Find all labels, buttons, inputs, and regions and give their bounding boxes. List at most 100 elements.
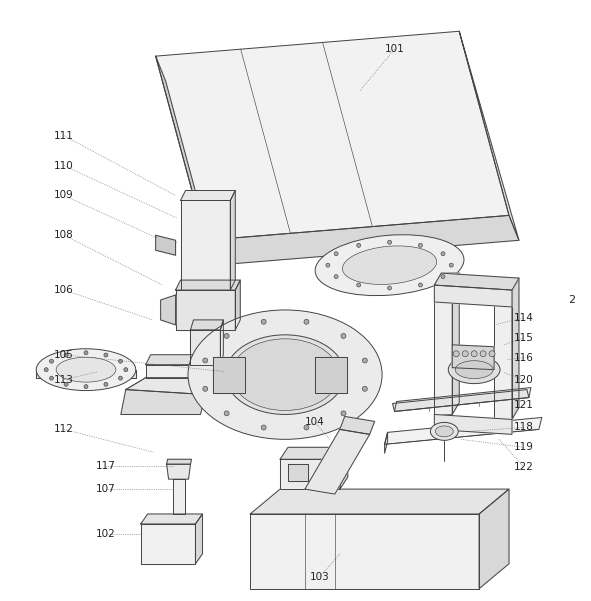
Polygon shape xyxy=(213,357,245,392)
Circle shape xyxy=(453,351,459,357)
Polygon shape xyxy=(196,514,203,564)
Polygon shape xyxy=(434,415,512,435)
Ellipse shape xyxy=(449,356,500,383)
Circle shape xyxy=(261,425,266,430)
Text: 104: 104 xyxy=(305,418,325,427)
Polygon shape xyxy=(206,215,519,265)
Polygon shape xyxy=(155,31,509,240)
Text: 114: 114 xyxy=(514,313,534,323)
Circle shape xyxy=(84,385,88,389)
Polygon shape xyxy=(155,56,215,265)
Polygon shape xyxy=(479,489,509,588)
Circle shape xyxy=(418,243,423,248)
Text: 121: 121 xyxy=(514,400,534,409)
Circle shape xyxy=(203,358,208,363)
Circle shape xyxy=(388,286,392,290)
Polygon shape xyxy=(146,355,265,365)
Polygon shape xyxy=(167,459,191,464)
Ellipse shape xyxy=(430,423,458,441)
Text: 111: 111 xyxy=(54,131,74,141)
Circle shape xyxy=(334,275,338,279)
Polygon shape xyxy=(494,290,512,419)
Circle shape xyxy=(203,386,208,391)
Text: 106: 106 xyxy=(54,285,74,295)
Polygon shape xyxy=(452,345,494,370)
Polygon shape xyxy=(280,447,348,459)
Polygon shape xyxy=(180,191,235,201)
Circle shape xyxy=(326,263,330,267)
Polygon shape xyxy=(512,278,519,419)
Polygon shape xyxy=(434,273,519,290)
Circle shape xyxy=(441,275,445,279)
Circle shape xyxy=(104,382,108,386)
Polygon shape xyxy=(315,357,347,392)
Text: 2: 2 xyxy=(568,295,575,305)
Ellipse shape xyxy=(436,426,453,437)
Circle shape xyxy=(441,252,445,255)
Polygon shape xyxy=(494,278,519,290)
Circle shape xyxy=(449,263,453,267)
Polygon shape xyxy=(155,236,176,255)
Circle shape xyxy=(50,376,54,380)
Polygon shape xyxy=(176,280,241,290)
Polygon shape xyxy=(176,290,235,330)
Circle shape xyxy=(357,283,361,287)
Circle shape xyxy=(118,359,122,363)
Polygon shape xyxy=(280,459,340,489)
Polygon shape xyxy=(340,447,348,489)
Polygon shape xyxy=(395,388,531,412)
Circle shape xyxy=(261,319,266,325)
Polygon shape xyxy=(167,464,190,479)
Circle shape xyxy=(362,358,368,363)
Ellipse shape xyxy=(36,349,136,391)
Ellipse shape xyxy=(342,246,437,284)
Text: 122: 122 xyxy=(514,462,534,472)
Circle shape xyxy=(462,351,468,357)
Circle shape xyxy=(341,411,346,416)
Polygon shape xyxy=(121,389,206,415)
Text: 119: 119 xyxy=(514,442,534,453)
Polygon shape xyxy=(250,514,479,588)
Polygon shape xyxy=(235,280,241,330)
Circle shape xyxy=(104,353,108,357)
Text: 112: 112 xyxy=(54,424,74,435)
Text: 108: 108 xyxy=(54,230,74,240)
Polygon shape xyxy=(161,295,176,325)
Ellipse shape xyxy=(231,339,339,410)
Text: 117: 117 xyxy=(96,461,116,471)
Polygon shape xyxy=(36,370,136,377)
Polygon shape xyxy=(230,191,235,290)
Polygon shape xyxy=(141,514,203,524)
Circle shape xyxy=(84,351,88,355)
Ellipse shape xyxy=(455,361,493,379)
Ellipse shape xyxy=(315,235,464,296)
Circle shape xyxy=(44,368,48,371)
Polygon shape xyxy=(452,273,459,415)
Circle shape xyxy=(304,319,309,325)
Circle shape xyxy=(64,382,68,386)
Circle shape xyxy=(50,359,54,363)
Text: 102: 102 xyxy=(96,529,116,539)
Polygon shape xyxy=(126,377,260,394)
Circle shape xyxy=(489,351,495,357)
Polygon shape xyxy=(385,418,542,444)
Circle shape xyxy=(418,283,423,287)
Circle shape xyxy=(334,252,338,255)
Polygon shape xyxy=(173,479,184,514)
Text: 109: 109 xyxy=(54,191,74,201)
Polygon shape xyxy=(340,416,375,435)
Circle shape xyxy=(118,376,122,380)
Circle shape xyxy=(224,334,229,338)
Text: 120: 120 xyxy=(514,374,534,385)
Polygon shape xyxy=(141,524,196,564)
Text: 116: 116 xyxy=(514,353,534,363)
Ellipse shape xyxy=(56,357,116,382)
Polygon shape xyxy=(190,330,220,365)
Polygon shape xyxy=(434,273,459,285)
Polygon shape xyxy=(250,489,509,514)
Circle shape xyxy=(388,240,392,244)
Circle shape xyxy=(471,351,477,357)
Circle shape xyxy=(362,386,368,391)
Circle shape xyxy=(304,425,309,430)
Circle shape xyxy=(357,243,361,248)
